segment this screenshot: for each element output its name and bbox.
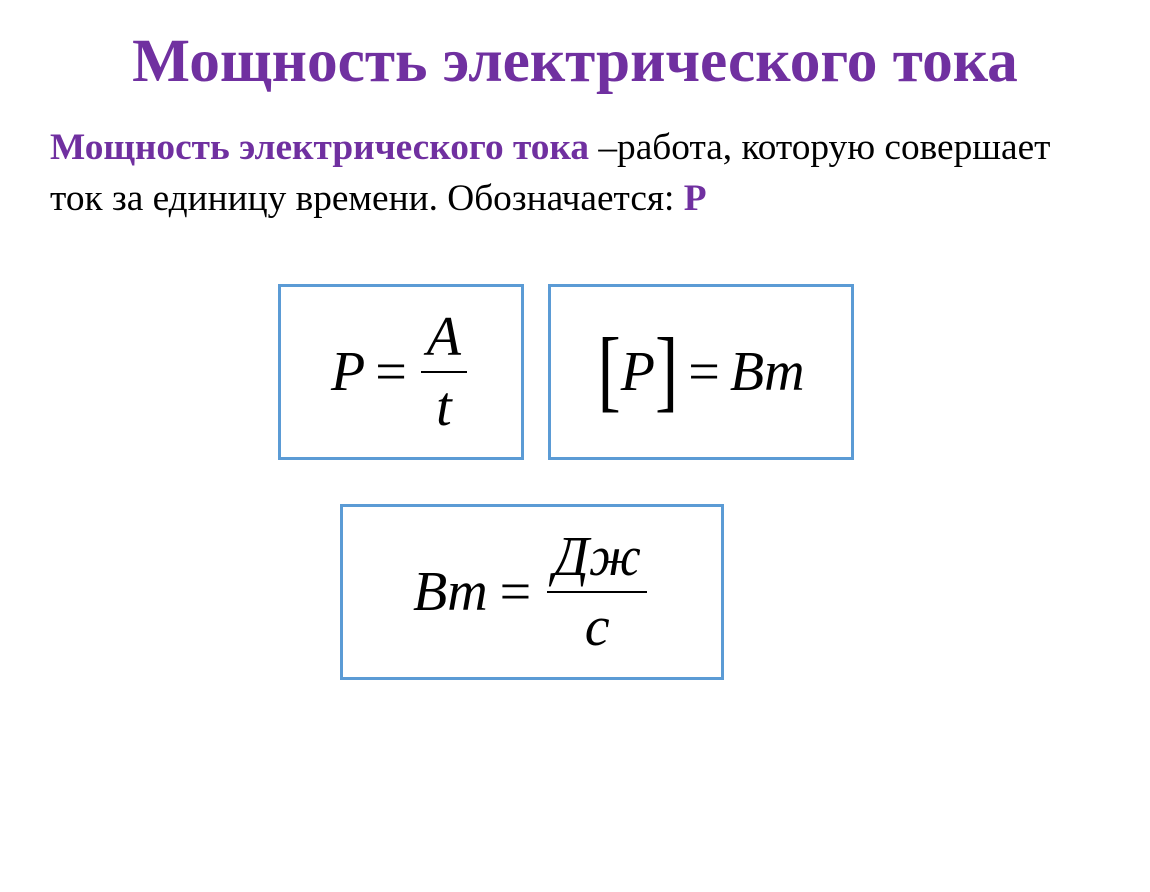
f3-eq: =	[500, 560, 532, 624]
f2-rhs: Bm	[730, 340, 805, 404]
f2-close-bracket: ]	[655, 320, 678, 424]
formula-area: P = A t [ P ] = Bm Bm = Дж c	[0, 284, 1150, 764]
slide-title: Мощность электрического тока	[0, 28, 1150, 95]
f3-numerator: Дж	[547, 525, 647, 589]
f3-fraction: Дж c	[547, 525, 647, 660]
f1-denominator: t	[430, 375, 458, 439]
definition-paragraph: Мощность электрического тока –работа, ко…	[50, 123, 1100, 224]
formula-box-power-definition: P = A t	[278, 284, 524, 460]
f3-fraction-line	[547, 591, 647, 593]
formula-1: P = A t	[281, 305, 521, 440]
f3-denominator: c	[579, 595, 616, 659]
definition-symbol: Р	[684, 178, 707, 219]
f3-lhs: Bm	[413, 560, 488, 624]
f2-eq: =	[688, 340, 720, 404]
f1-numerator: A	[421, 305, 467, 369]
f1-fraction-line	[421, 371, 467, 373]
formula-box-power-unit: [ P ] = Bm	[548, 284, 854, 460]
f1-lhs: P	[331, 340, 365, 404]
formula-box-watt-definition: Bm = Дж c	[340, 504, 724, 680]
f1-fraction: A t	[421, 305, 467, 440]
formula-2: [ P ] = Bm	[551, 332, 851, 412]
definition-lead: Мощность электрического тока	[50, 127, 589, 168]
f1-eq: =	[375, 340, 407, 404]
f2-open-bracket: [	[597, 320, 620, 424]
f2-var: P	[621, 340, 655, 404]
formula-3: Bm = Дж c	[343, 525, 721, 660]
